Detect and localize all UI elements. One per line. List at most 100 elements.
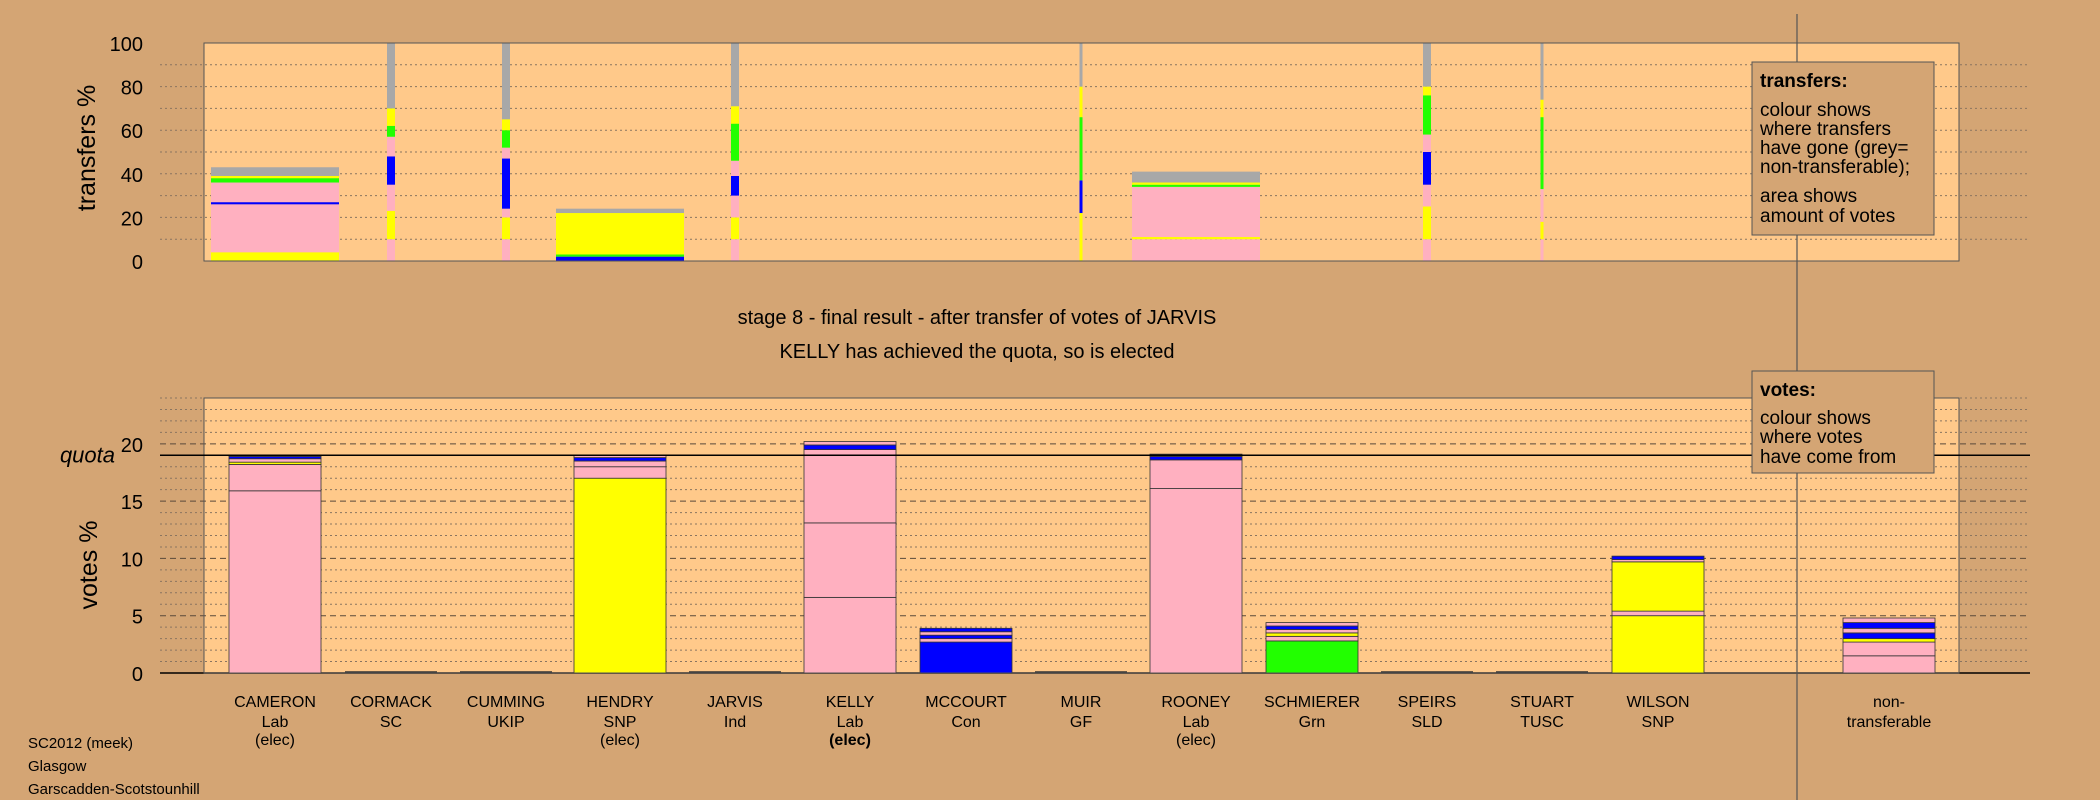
transfer-segment bbox=[1423, 239, 1431, 261]
transfers-legend-line: non-transferable); bbox=[1760, 157, 1910, 178]
transfer-segment bbox=[1540, 43, 1544, 100]
transfer-segment bbox=[1540, 117, 1544, 190]
transfer-segment bbox=[211, 178, 339, 183]
candidate-party: Con bbox=[951, 714, 980, 731]
votes-legend-line: colour shows bbox=[1760, 408, 1871, 429]
votes-y-tick-label: 5 bbox=[132, 607, 143, 629]
vote-segment bbox=[573, 457, 667, 462]
transfer-segment bbox=[502, 119, 510, 131]
votes-bars bbox=[228, 441, 1936, 674]
transfer-segment bbox=[387, 156, 395, 185]
vote-segment bbox=[228, 464, 322, 492]
candidate-name: JARVIS bbox=[707, 694, 763, 711]
transfer-segment bbox=[211, 252, 339, 261]
candidate-party: GF bbox=[1070, 714, 1092, 731]
transfer-segment bbox=[211, 167, 339, 176]
vote-segment bbox=[1842, 617, 1936, 623]
transfer-segment bbox=[387, 125, 395, 137]
transfer-segment bbox=[387, 136, 395, 157]
transfer-segment bbox=[1540, 189, 1544, 222]
candidate-name: CAMERON bbox=[234, 694, 316, 711]
stage-title: stage 8 - final result - after transfer … bbox=[738, 307, 1217, 329]
vote-segment bbox=[1842, 638, 1936, 643]
transfer-segment bbox=[502, 147, 510, 159]
transfer-segment bbox=[1540, 221, 1544, 240]
candidate-name: KELLY bbox=[826, 694, 875, 711]
transfer-segment bbox=[1132, 239, 1260, 261]
transfer-segment bbox=[556, 256, 684, 261]
votes-y-tick-label: 20 bbox=[121, 435, 143, 457]
transfer-segment bbox=[731, 239, 739, 261]
vote-segment bbox=[1265, 622, 1359, 627]
transfer-segment bbox=[387, 239, 395, 261]
transfer-segment bbox=[502, 239, 510, 261]
transfer-segment bbox=[1423, 152, 1431, 185]
candidate-name: WILSON bbox=[1626, 694, 1689, 711]
transfer-segment bbox=[211, 175, 339, 179]
transfer-segment bbox=[1423, 43, 1431, 87]
transfer-segment bbox=[1079, 43, 1083, 87]
transfers-y-axis-label: transfers % bbox=[73, 85, 101, 211]
candidate-status: (elec) bbox=[600, 732, 640, 749]
transfers-bars bbox=[211, 43, 1544, 261]
transfers-legend-line: have gone (grey= bbox=[1760, 138, 1908, 159]
transfers-y-ticks: 0 20 40 60 80 100 bbox=[110, 34, 143, 274]
votes-legend-box bbox=[1751, 370, 1935, 474]
vote-segment bbox=[803, 444, 897, 450]
footer-election: SC2012 (meek) bbox=[28, 735, 133, 752]
transfer-segment bbox=[1423, 134, 1431, 152]
vote-segment bbox=[919, 634, 1013, 640]
transfer-segment bbox=[387, 210, 395, 240]
vote-segment bbox=[803, 596, 897, 674]
candidate-party: SNP bbox=[604, 714, 637, 731]
transfer-segment bbox=[1540, 99, 1544, 118]
candidate-party: TUSC bbox=[1520, 714, 1564, 731]
vote-segment bbox=[573, 466, 667, 479]
vote-segment bbox=[1611, 615, 1705, 674]
transfer-segment bbox=[731, 160, 739, 176]
stage-subtitle: KELLY has achieved the quota, so is elec… bbox=[779, 341, 1174, 363]
votes-y-tick-label: 10 bbox=[121, 549, 143, 571]
transfer-segment bbox=[387, 43, 395, 109]
votes-legend-title: votes: bbox=[1760, 380, 1816, 401]
vote-segment bbox=[228, 458, 322, 463]
candidate-party: Lab bbox=[837, 714, 864, 731]
vote-segment bbox=[1842, 655, 1936, 674]
votes-legend: votes: colour shows where votes have com… bbox=[1751, 370, 1935, 474]
transfer-segment bbox=[1423, 206, 1431, 240]
transfer-segment bbox=[731, 123, 739, 161]
vote-segment bbox=[1842, 641, 1936, 657]
transfers-y-tick-label: 80 bbox=[121, 78, 143, 100]
transfer-segment bbox=[387, 184, 395, 211]
transfers-y-tick-label: 0 bbox=[132, 252, 143, 274]
vote-segment bbox=[1265, 635, 1359, 642]
transfers-legend: transfers: colour shows where transfers … bbox=[1751, 61, 1935, 236]
candidate-status: (elec) bbox=[1176, 732, 1216, 749]
votes-legend-line: have come from bbox=[1760, 447, 1896, 468]
transfers-y-tick-label: 60 bbox=[121, 121, 143, 143]
transfer-segment bbox=[502, 217, 510, 240]
transfer-segment bbox=[211, 182, 339, 203]
transfer-segment bbox=[731, 217, 739, 240]
votes-y-axis-label: votes % bbox=[75, 521, 103, 610]
candidate-name: MCCOURT bbox=[925, 694, 1007, 711]
transfer-segment bbox=[1132, 182, 1260, 185]
transfer-segment bbox=[1132, 186, 1260, 238]
transfer-segment bbox=[556, 208, 684, 214]
transfer-segment bbox=[731, 175, 739, 196]
candidate-name: ROONEY bbox=[1161, 694, 1231, 711]
candidate-party: Lab bbox=[262, 714, 289, 731]
votes-y-tick-label: 0 bbox=[132, 664, 143, 686]
transfers-y-tick-label: 20 bbox=[121, 208, 143, 230]
vote-segment bbox=[803, 449, 897, 524]
candidate-party: Grn bbox=[1299, 714, 1326, 731]
candidate-status: (elec) bbox=[255, 732, 295, 749]
candidate-party: transferable bbox=[1847, 714, 1932, 731]
candidate-party: UKIP bbox=[487, 714, 524, 731]
footer-ward: Garscadden-Scotstounhill bbox=[28, 781, 200, 798]
transfer-segment bbox=[1079, 117, 1083, 181]
transfer-segment bbox=[502, 43, 510, 120]
transfers-legend-line: area shows bbox=[1760, 186, 1857, 207]
vote-segment bbox=[919, 631, 1013, 636]
footer-council: Glasgow bbox=[28, 758, 87, 775]
